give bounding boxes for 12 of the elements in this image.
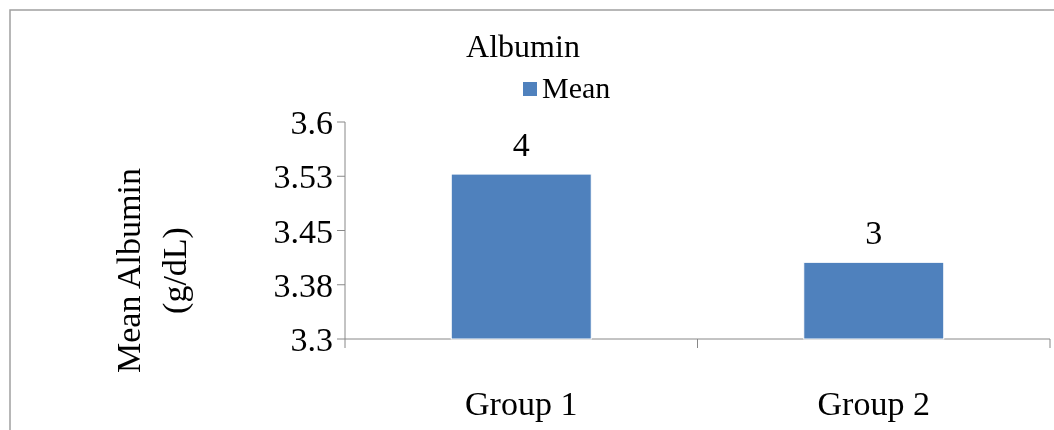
y-tick-label: 3.38 (273, 266, 333, 304)
x-tick-label: Group 2 (817, 385, 930, 422)
y-tick-label: 3.45 (273, 212, 333, 250)
data-label: 4 (512, 126, 530, 164)
y-tick-label: 3.6 (290, 104, 333, 141)
data-label: 3 (865, 214, 883, 252)
y-axis-title: Mean Albumin (g/dL) (110, 168, 194, 373)
y-tick-label: 3.3 (290, 321, 333, 358)
y-tick-label: 3.53 (273, 158, 333, 196)
chart-title: Albumin (466, 28, 580, 64)
legend-label: Mean (542, 71, 611, 104)
x-tick-label: Group 1 (465, 385, 578, 422)
